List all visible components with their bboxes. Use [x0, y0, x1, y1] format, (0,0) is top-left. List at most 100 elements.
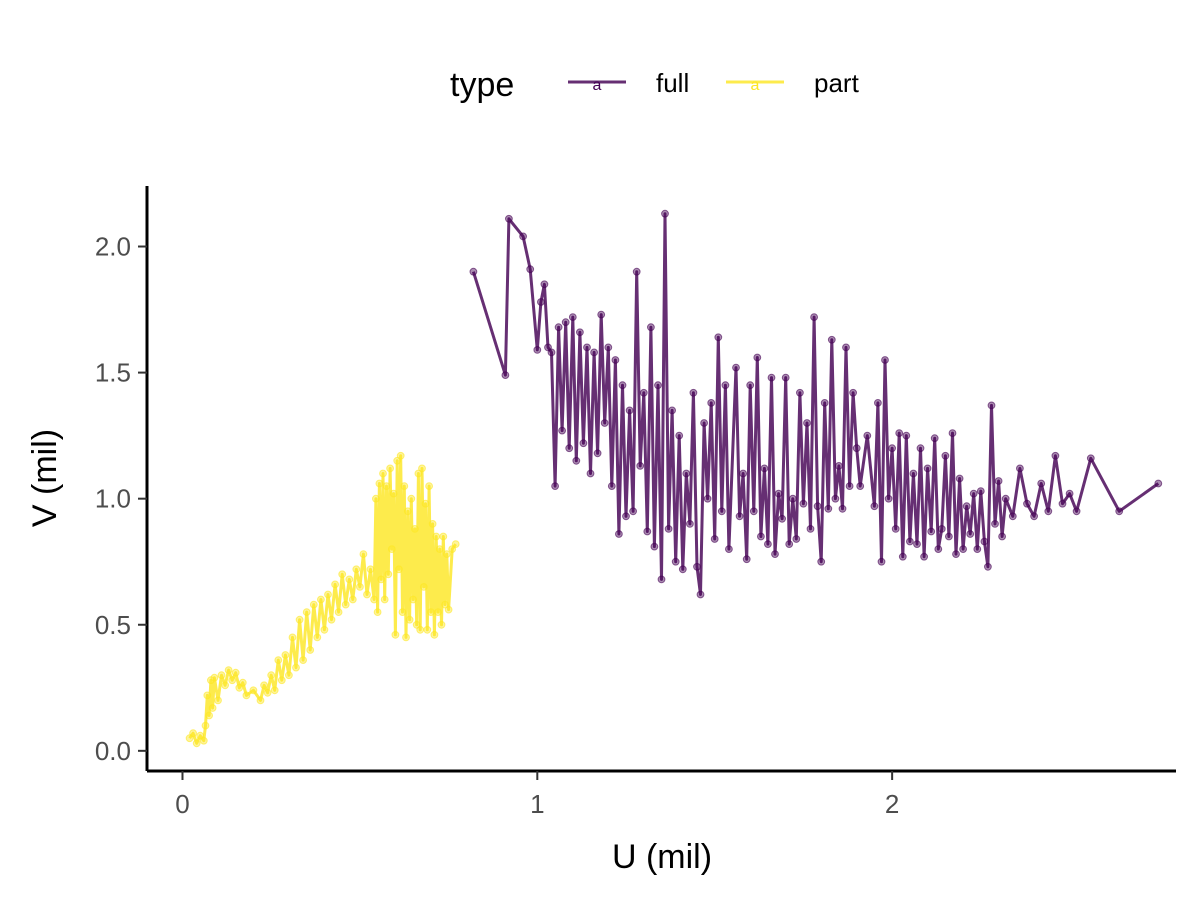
data-point — [217, 671, 226, 680]
data-point — [267, 671, 276, 680]
x-tick-label: 2 — [885, 789, 899, 819]
data-point — [714, 333, 723, 342]
data-point — [998, 532, 1006, 541]
data-point — [643, 527, 652, 536]
data-point — [519, 232, 527, 241]
data-point — [348, 595, 357, 604]
data-point — [959, 545, 967, 553]
legend-key-glyph: a — [751, 77, 760, 94]
data-point — [948, 429, 957, 438]
data-point — [437, 620, 446, 629]
data-point — [657, 575, 666, 584]
data-point — [636, 462, 645, 470]
series-layer — [185, 209, 1163, 748]
data-point — [881, 356, 889, 364]
data-point — [622, 512, 630, 521]
x-ticks: 0 1 2 — [175, 771, 899, 819]
data-point — [451, 540, 460, 548]
data-point — [1086, 454, 1095, 463]
data-point — [274, 656, 283, 664]
data-point — [973, 545, 982, 553]
data-point — [785, 540, 794, 548]
data-point — [442, 550, 451, 558]
data-point — [987, 401, 996, 410]
data-point — [561, 318, 570, 327]
data-point — [661, 209, 669, 218]
data-point — [380, 595, 389, 604]
data-point — [439, 532, 448, 541]
data-point — [352, 565, 361, 574]
data-point — [1115, 507, 1124, 516]
data-point — [370, 595, 379, 604]
y-tick-label: 1.5 — [95, 358, 131, 388]
data-point — [607, 482, 616, 491]
data-point — [1030, 512, 1038, 521]
legend-title: type — [450, 66, 514, 104]
data-point — [382, 482, 391, 491]
data-point — [260, 681, 269, 690]
data-point — [693, 562, 701, 571]
data-point — [778, 514, 786, 523]
y-tick-label: 2.0 — [95, 232, 131, 262]
data-point — [927, 527, 936, 536]
data-point — [906, 537, 914, 546]
data-point — [228, 676, 237, 685]
data-point — [639, 388, 648, 397]
series-part — [185, 451, 460, 748]
data-point — [664, 525, 673, 533]
data-point — [874, 399, 882, 407]
data-point — [1037, 479, 1046, 488]
data-point — [845, 482, 854, 491]
data-point — [281, 651, 290, 659]
data-point — [767, 373, 776, 382]
data-point — [955, 474, 964, 483]
data-point — [359, 550, 368, 558]
data-point — [418, 464, 426, 473]
data-point — [214, 696, 222, 705]
data-point — [427, 608, 435, 616]
data-point — [386, 464, 395, 473]
data-point — [888, 444, 896, 453]
data-point — [774, 489, 783, 498]
data-point — [292, 663, 300, 672]
data-point — [941, 451, 950, 460]
data-point — [277, 676, 286, 685]
data-point — [565, 444, 574, 453]
data-point — [416, 625, 425, 634]
data-point — [757, 532, 765, 541]
data-point — [331, 580, 340, 589]
series-line-full — [471, 212, 1160, 596]
data-point — [842, 343, 850, 352]
data-point — [405, 615, 414, 624]
data-point — [824, 504, 833, 513]
data-point — [739, 469, 747, 478]
data-point — [576, 328, 584, 337]
data-point — [334, 608, 343, 616]
data-point — [403, 507, 412, 516]
data-point — [856, 482, 865, 491]
data-point — [945, 532, 953, 541]
data-point — [270, 686, 279, 695]
data-point — [432, 532, 441, 541]
data-point — [647, 323, 655, 332]
data-point — [934, 545, 943, 553]
data-point — [285, 671, 293, 680]
data-point — [913, 540, 921, 548]
data-point — [375, 479, 384, 488]
data-point — [707, 399, 716, 407]
data-point — [686, 520, 694, 528]
data-point — [407, 494, 416, 503]
data-point — [341, 600, 350, 609]
data-point — [732, 363, 740, 372]
data-point — [976, 487, 985, 496]
y-tick-label: 0.5 — [95, 610, 131, 640]
data-point — [263, 688, 272, 697]
data-point — [604, 343, 613, 352]
data-point — [221, 681, 230, 690]
data-point — [224, 666, 233, 674]
data-point — [547, 348, 556, 357]
data-point — [540, 280, 549, 289]
data-point — [632, 267, 641, 276]
data-point — [1023, 499, 1031, 508]
data-point — [721, 381, 730, 390]
